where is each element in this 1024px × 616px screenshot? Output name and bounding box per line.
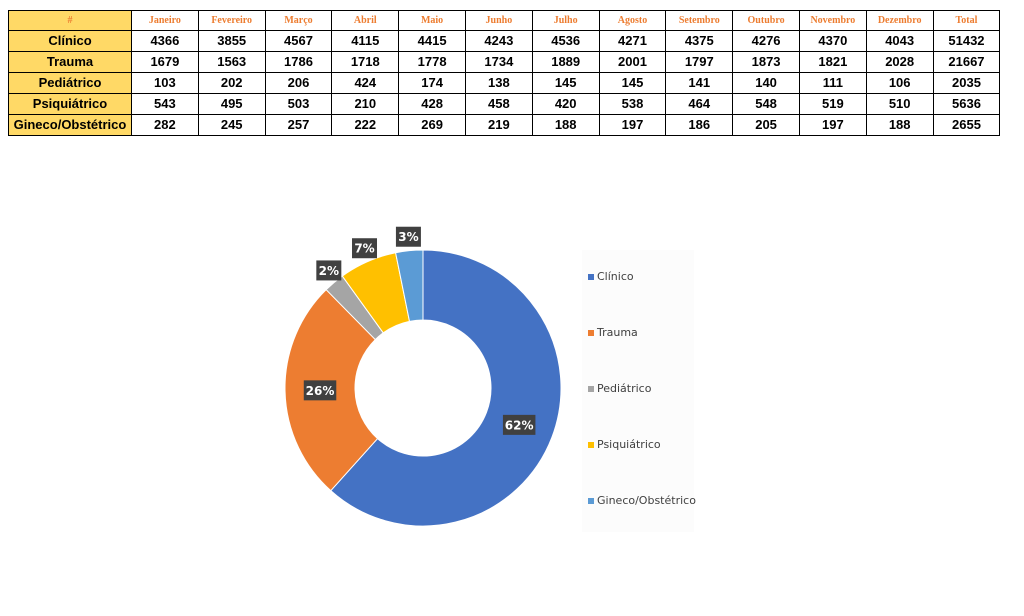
month-header: Abril bbox=[331, 10, 400, 31]
value-cell: 548 bbox=[732, 93, 800, 115]
row-label: Gineco/Obstétrico bbox=[8, 114, 132, 136]
value-cell: 3855 bbox=[197, 30, 266, 52]
value-cell: 188 bbox=[865, 114, 934, 136]
value-cell: 257 bbox=[264, 114, 333, 136]
value-cell: 145 bbox=[598, 72, 667, 94]
value-cell: 2028 bbox=[865, 51, 934, 73]
value-cell: 543 bbox=[131, 93, 199, 115]
data-label: 7% bbox=[354, 242, 374, 256]
value-cell: 4567 bbox=[264, 30, 333, 52]
value-cell: 4276 bbox=[732, 30, 800, 52]
month-header: Janeiro bbox=[131, 10, 199, 31]
value-cell: 1679 bbox=[131, 51, 199, 73]
value-cell: 1797 bbox=[665, 51, 734, 73]
data-label: 26% bbox=[306, 384, 335, 398]
table-row: Psiquiátrico 543 495 503 210 428 458 420 538 464 5… bbox=[8, 93, 1001, 115]
value-cell: 1734 bbox=[464, 51, 533, 73]
table-row: Pediátrico 103 202 206 424 174 138 145 145 141 140… bbox=[8, 72, 1001, 94]
month-header: Outubro bbox=[732, 10, 800, 31]
value-cell: 4243 bbox=[464, 30, 533, 52]
total-header: Total bbox=[932, 10, 1001, 31]
row-label: Psiquiátrico bbox=[8, 93, 132, 115]
data-table: # Janeiro Fevereiro Março Abril Maio Jun… bbox=[8, 10, 1001, 136]
legend: Clínico Trauma Pediátrico Psiquiátrico Ginec… bbox=[588, 270, 696, 507]
value-cell: 269 bbox=[398, 114, 466, 136]
total-cell: 5636 bbox=[932, 93, 1001, 115]
value-cell: 4366 bbox=[131, 30, 199, 52]
legend-swatch bbox=[588, 498, 594, 504]
value-cell: 202 bbox=[197, 72, 266, 94]
slice-0 bbox=[330, 249, 562, 527]
data-label-box bbox=[352, 238, 378, 259]
legend-label: Gineco/Obstétrico bbox=[597, 494, 696, 507]
value-cell: 519 bbox=[798, 93, 867, 115]
legend-label: Pediátrico bbox=[597, 382, 652, 395]
value-cell: 4536 bbox=[531, 30, 600, 52]
value-cell: 206 bbox=[264, 72, 333, 94]
legend-swatch bbox=[588, 442, 594, 448]
value-cell: 510 bbox=[865, 93, 934, 115]
month-header: Junho bbox=[464, 10, 533, 31]
legend-swatch bbox=[588, 330, 594, 336]
value-cell: 503 bbox=[264, 93, 333, 115]
legend-label: Psiquiátrico bbox=[597, 438, 661, 451]
table-body: Clínico 4366 3855 4567 4115 4415 4243 4536 4271 4… bbox=[8, 30, 1001, 136]
month-header: Novembro bbox=[798, 10, 867, 31]
value-cell: 1778 bbox=[398, 51, 466, 73]
total-cell: 51432 bbox=[932, 30, 1001, 52]
legend-swatch bbox=[588, 386, 594, 392]
value-cell: 424 bbox=[331, 72, 400, 94]
value-cell: 197 bbox=[798, 114, 867, 136]
data-label-box bbox=[316, 260, 342, 281]
value-cell: 1563 bbox=[197, 51, 266, 73]
value-cell: 420 bbox=[531, 93, 600, 115]
slice-4 bbox=[394, 249, 424, 322]
value-cell: 188 bbox=[531, 114, 600, 136]
value-cell: 245 bbox=[197, 114, 266, 136]
value-cell: 282 bbox=[131, 114, 199, 136]
value-cell: 111 bbox=[798, 72, 867, 94]
month-header: Julho bbox=[531, 10, 600, 31]
data-label-box bbox=[395, 226, 421, 247]
corner-cell: # bbox=[8, 10, 132, 31]
data-label-box bbox=[303, 380, 337, 401]
value-cell: 197 bbox=[598, 114, 667, 136]
data-label-box bbox=[502, 414, 536, 435]
row-label: Trauma bbox=[8, 51, 132, 73]
total-cell: 21667 bbox=[932, 51, 1001, 73]
value-cell: 186 bbox=[665, 114, 734, 136]
data-label: 3% bbox=[398, 230, 418, 244]
data-label: 62% bbox=[505, 418, 534, 432]
value-cell: 1821 bbox=[798, 51, 867, 73]
value-cell: 2001 bbox=[598, 51, 667, 73]
month-header: Dezembro bbox=[865, 10, 934, 31]
data-label: 2% bbox=[319, 264, 339, 278]
table-row: Gineco/Obstétrico 282 245 257 222 269 219 188 19… bbox=[8, 114, 1001, 136]
value-cell: 428 bbox=[398, 93, 466, 115]
month-header: Agosto bbox=[598, 10, 667, 31]
legend-label: Clínico bbox=[597, 270, 634, 283]
legend-panel bbox=[582, 250, 694, 532]
legend-swatch bbox=[588, 274, 594, 280]
value-cell: 458 bbox=[464, 93, 533, 115]
total-cell: 2035 bbox=[932, 72, 1001, 94]
value-cell: 210 bbox=[331, 93, 400, 115]
month-header: Maio bbox=[398, 10, 466, 31]
legend-label: Trauma bbox=[596, 326, 638, 339]
total-cell: 2655 bbox=[932, 114, 1001, 136]
data-labels: 62% 26% 2% 7% 3% bbox=[303, 226, 536, 435]
value-cell: 205 bbox=[732, 114, 800, 136]
value-cell: 145 bbox=[531, 72, 600, 94]
value-cell: 219 bbox=[464, 114, 533, 136]
